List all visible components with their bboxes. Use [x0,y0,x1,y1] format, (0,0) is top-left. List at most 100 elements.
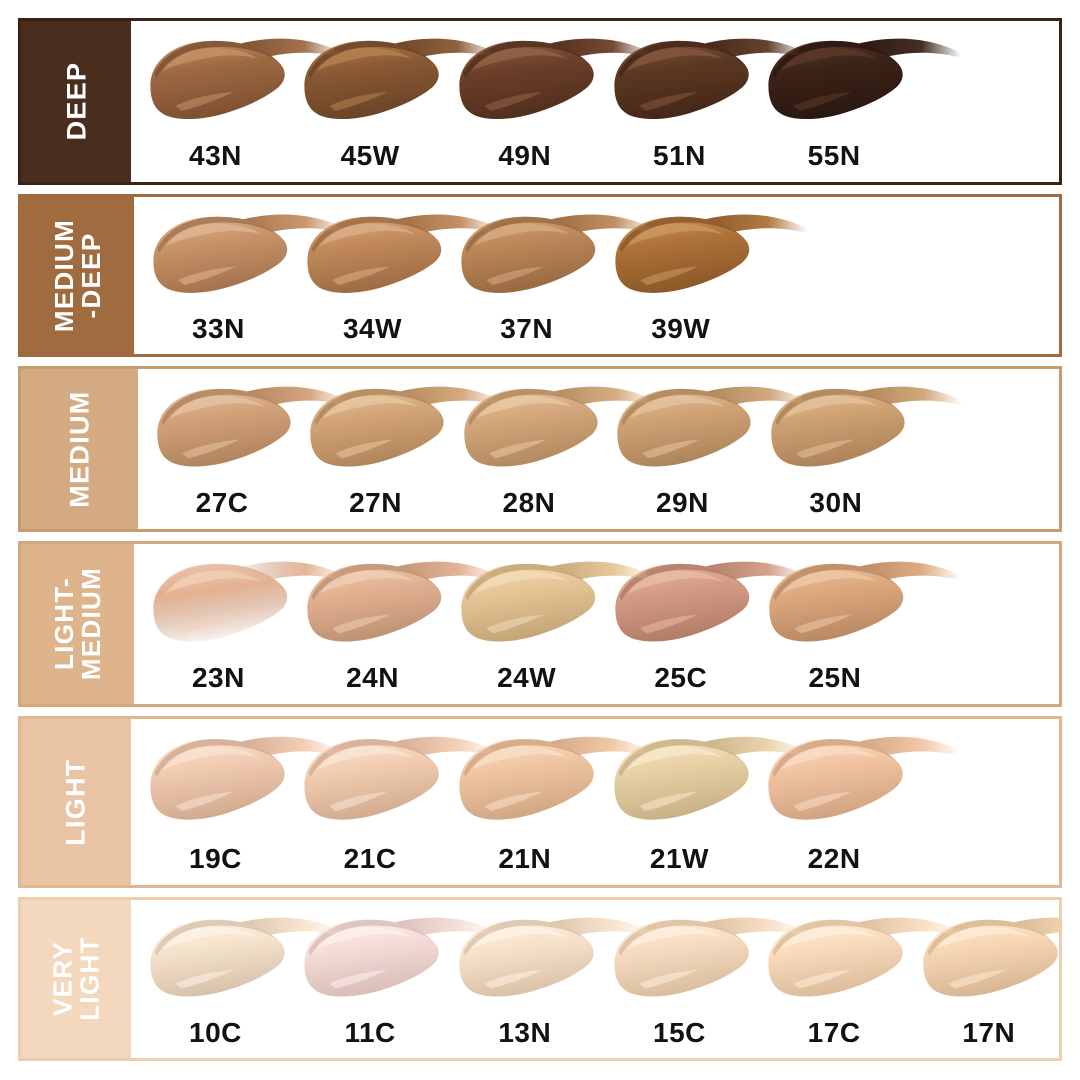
swatch-smear-icon [294,732,502,835]
swatch-smear-icon [140,732,348,835]
swatch-smear-icon [297,210,505,307]
shade-row-light-medium: LIGHT- MEDIUM 23N 24N 24W 25C 25N [18,541,1062,707]
shade-swatch[interactable]: 15C [601,900,808,1058]
shade-row-medium: MEDIUM 27C 27N 28N 29N 30N [18,366,1062,532]
swatch-smear-icon [449,732,657,835]
row-label-medium-deep: MEDIUM -DEEP [21,197,135,354]
row-label-text: LIGHT- MEDIUM [49,567,106,681]
shade-code-label: 43N [189,140,242,172]
shade-code-label: 27C [195,487,249,519]
shade-code-label: 24N [346,662,399,694]
row-label-light-medium: LIGHT- MEDIUM [21,544,135,704]
shade-swatch[interactable]: 30N [758,369,963,529]
shade-code-label: 30N [809,487,863,519]
shade-code-label: 24W [497,662,557,694]
swatch-smear-icon [140,34,348,134]
swatch-smear-icon [147,382,354,481]
swatch-area: 43N 45W 49N 51N 55N [131,21,1059,182]
shade-swatch[interactable]: 21C [291,719,498,885]
shade-code-label: 10C [189,1016,242,1048]
shade-code-label: 13N [498,1016,552,1048]
shade-code-label: 17N [962,1016,1016,1048]
shade-code-label: 45W [340,140,400,172]
shade-swatch[interactable]: 21W [601,719,808,885]
shade-swatch[interactable]: 21N [446,719,653,885]
swatch-area: 19C 21C 21N 21W 22N [131,719,1059,885]
shade-swatch[interactable]: 49N [446,21,653,182]
shade-code-label: 17C [807,1016,861,1048]
swatch-smear-icon [604,34,812,134]
shade-swatch[interactable]: 22N [755,719,962,885]
swatch-smear-icon [604,732,812,835]
shade-swatch[interactable]: 37N [448,197,654,354]
swatch-smear-icon [451,557,659,656]
shade-code-label: 15C [653,1016,706,1048]
shade-swatch[interactable]: 19C [137,719,344,885]
swatch-track: 19C 21C 21N 21W 22N [131,719,1059,885]
shade-swatch[interactable]: 33N [140,197,346,354]
shade-code-label: 55N [807,140,861,172]
shade-swatch[interactable]: 34W [294,197,500,354]
swatch-track: 27C 27N 28N 29N 30N [138,369,1059,529]
shade-code-label: 39W [651,312,711,344]
shade-row-light: LIGHT 19C 21C 21N 21W 22N [18,716,1062,888]
swatch-smear-icon [451,210,659,307]
swatch-track: 23N 24N 24W 25C 25N [134,544,1059,704]
row-label-medium: MEDIUM [21,369,139,529]
shade-swatch[interactable]: 24W [448,544,654,704]
shade-code-label: 25C [654,662,708,694]
row-label-text: DEEP [60,62,91,141]
row-label-text: VERY LIGHT [47,936,104,1022]
shade-row-deep: DEEP 43N 45W 49N 51N 55N [18,18,1062,185]
shade-code-label: 22N [807,843,861,875]
row-label-very-light: VERY LIGHT [21,900,131,1058]
swatch-area: 33N 34W 37N 39W [134,197,1059,354]
shade-code-label: 21W [649,843,709,875]
swatch-area: 23N 24N 24W 25C 25N [134,544,1059,704]
shade-swatch[interactable]: 10C [137,900,344,1058]
shade-swatch[interactable]: 23N [140,544,346,704]
swatch-smear-icon [759,557,967,656]
swatch-smear-icon [143,210,351,307]
shade-code-label: 34W [342,312,403,344]
shade-swatch[interactable]: 28N [451,369,656,529]
row-label-text: MEDIUM [64,390,95,508]
shade-row-very-light: VERY LIGHT 10C 11C 13N 15C 17C 17N [18,897,1062,1061]
shade-code-label: 29N [655,487,709,519]
swatch-area: 27C 27N 28N 29N 30N [138,369,1059,529]
shade-code-label: 51N [653,140,706,172]
swatch-smear-icon [143,557,351,656]
swatch-smear-icon [758,732,966,835]
row-label-light: LIGHT [21,719,131,885]
swatch-smear-icon [449,34,657,134]
shade-code-label: 21C [343,843,397,875]
shade-code-label: 19C [189,843,242,875]
row-label-text: LIGHT [60,758,91,846]
shade-code-label: 49N [498,140,552,172]
shade-swatch[interactable]: 25N [756,544,963,704]
shade-swatch[interactable]: 51N [601,21,808,182]
shade-code-label: 33N [191,312,245,344]
shade-swatch[interactable]: 17C [755,900,962,1058]
shade-code-label: 25N [808,662,862,694]
shade-code-label: 37N [500,312,554,344]
swatch-smear-icon [605,210,813,307]
shade-row-medium-deep: MEDIUM -DEEP 33N 34W 37N 39W [18,194,1062,357]
swatch-track: 33N 34W 37N 39W [134,197,1059,354]
swatch-track: 43N 45W 49N 51N 55N [131,21,1059,182]
shade-swatch[interactable]: 11C [291,900,498,1058]
shade-swatch[interactable]: 27C [144,369,349,529]
swatch-track: 10C 11C 13N 15C 17C 17N [131,900,1059,1058]
shade-code-label: 11C [344,1016,396,1048]
row-label-text: MEDIUM -DEEP [49,218,106,333]
shade-code-label: 27N [349,487,402,519]
shade-code-label: 21N [498,843,552,875]
shade-code-label: 23N [191,662,245,694]
swatch-smear-icon [140,913,348,1011]
shade-code-label: 28N [502,487,556,519]
swatch-smear-icon [758,913,966,1011]
shade-swatch[interactable]: 39W [602,197,808,354]
row-label-deep: DEEP [21,21,131,182]
shade-swatch[interactable]: 43N [137,21,344,182]
